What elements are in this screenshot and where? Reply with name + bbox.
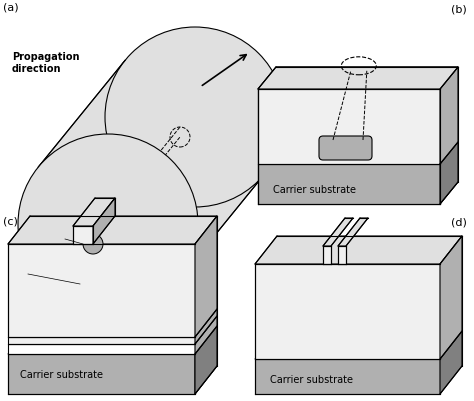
Text: (c): (c)	[3, 217, 18, 227]
Polygon shape	[440, 68, 458, 205]
Polygon shape	[440, 237, 462, 359]
Text: Carrier substrate: Carrier substrate	[20, 369, 103, 379]
Polygon shape	[195, 309, 217, 344]
Text: (b): (b)	[451, 5, 467, 15]
Polygon shape	[338, 246, 346, 264]
Polygon shape	[255, 264, 440, 359]
Circle shape	[18, 135, 198, 314]
Text: Fibre cladding: Fibre cladding	[15, 279, 83, 289]
Polygon shape	[8, 344, 195, 354]
Polygon shape	[195, 217, 217, 337]
Polygon shape	[440, 143, 458, 205]
Polygon shape	[258, 68, 458, 90]
Polygon shape	[8, 354, 195, 394]
Polygon shape	[255, 237, 462, 264]
Polygon shape	[255, 359, 440, 394]
Text: Carrier substrate: Carrier substrate	[273, 184, 356, 194]
Polygon shape	[258, 90, 440, 164]
Polygon shape	[38, 61, 265, 281]
Polygon shape	[440, 68, 458, 164]
Circle shape	[83, 235, 103, 254]
Circle shape	[105, 28, 285, 207]
Polygon shape	[195, 326, 217, 394]
Text: (d): (d)	[451, 217, 467, 227]
Polygon shape	[255, 331, 462, 359]
Polygon shape	[258, 164, 440, 205]
FancyBboxPatch shape	[319, 137, 372, 160]
Text: Fibre core: Fibre core	[23, 235, 71, 244]
Polygon shape	[73, 198, 115, 227]
Polygon shape	[8, 337, 195, 344]
Text: (a): (a)	[3, 3, 18, 13]
Polygon shape	[8, 244, 195, 337]
Polygon shape	[258, 68, 458, 90]
Polygon shape	[8, 326, 217, 354]
Polygon shape	[258, 90, 440, 205]
Polygon shape	[195, 326, 217, 394]
Polygon shape	[323, 219, 353, 246]
Polygon shape	[93, 198, 115, 244]
Polygon shape	[73, 227, 93, 244]
Text: Propagation
direction: Propagation direction	[12, 52, 80, 73]
Polygon shape	[440, 331, 462, 394]
Text: Carrier substrate: Carrier substrate	[270, 374, 353, 384]
Polygon shape	[323, 246, 331, 264]
Polygon shape	[195, 316, 217, 354]
Polygon shape	[8, 217, 217, 244]
Polygon shape	[338, 219, 368, 246]
